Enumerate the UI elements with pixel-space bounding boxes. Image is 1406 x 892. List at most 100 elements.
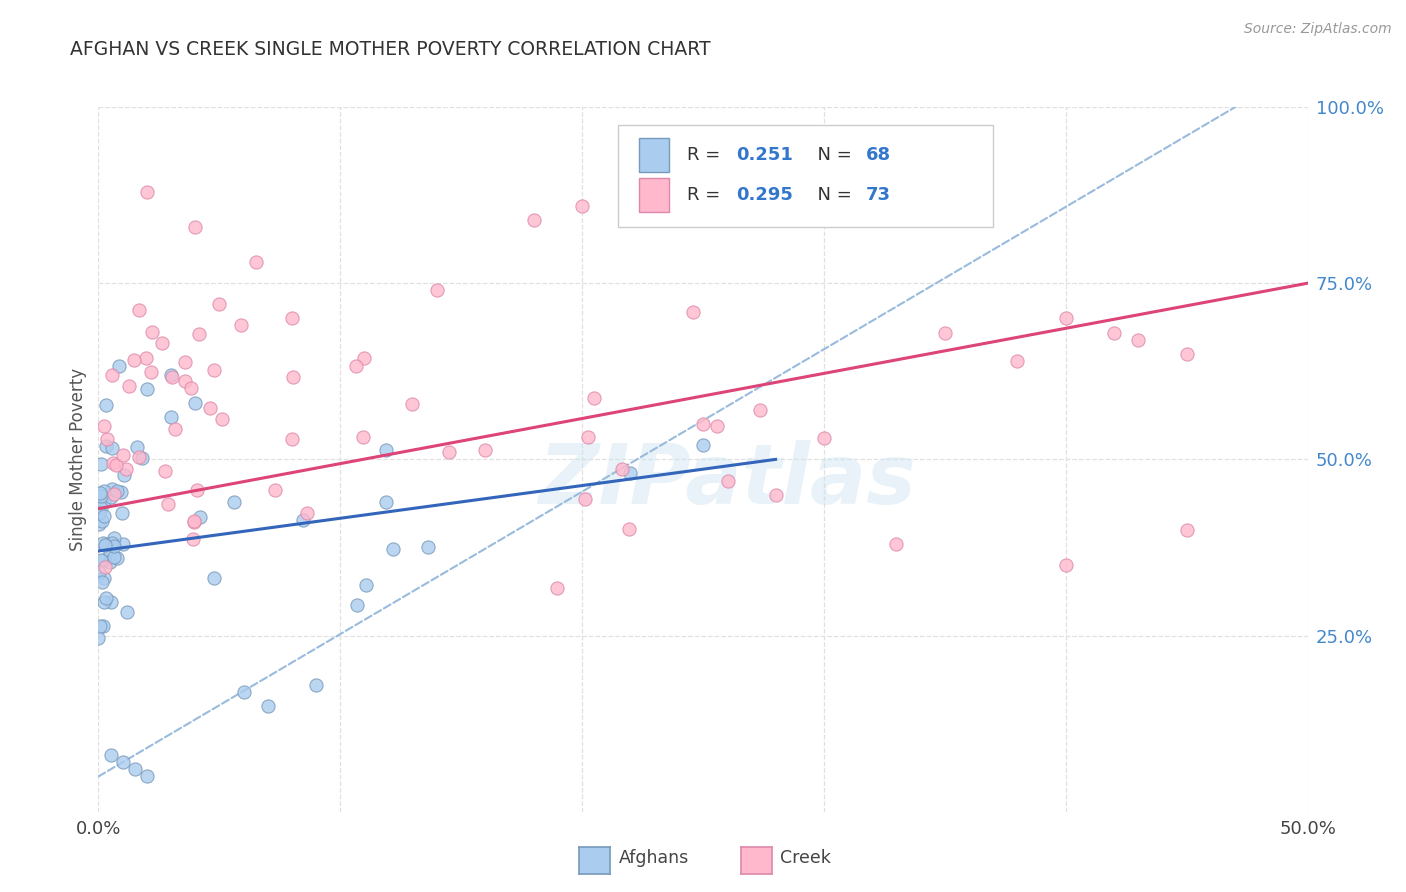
Point bbox=[437, 444, 460, 458]
Point bbox=[1175, 523, 1198, 537]
Point bbox=[93, 595, 115, 609]
Point bbox=[1007, 353, 1029, 368]
Point bbox=[96, 432, 118, 446]
Point bbox=[717, 474, 740, 488]
Point bbox=[281, 370, 304, 384]
Point bbox=[208, 297, 231, 311]
Point bbox=[89, 489, 111, 503]
Point bbox=[135, 382, 157, 396]
Point bbox=[103, 456, 125, 470]
Point bbox=[682, 305, 704, 319]
Point bbox=[162, 370, 184, 384]
Point bbox=[692, 417, 714, 431]
Point bbox=[619, 467, 641, 481]
Point bbox=[934, 326, 956, 340]
Point bbox=[100, 748, 122, 763]
Point bbox=[87, 507, 110, 521]
Point bbox=[141, 365, 163, 379]
Point bbox=[111, 756, 134, 770]
Point bbox=[354, 578, 377, 592]
Point bbox=[184, 219, 207, 234]
Point bbox=[1054, 558, 1077, 573]
Point bbox=[101, 482, 124, 496]
Point bbox=[546, 581, 568, 595]
Point bbox=[224, 495, 246, 509]
Point bbox=[571, 199, 593, 213]
Point bbox=[749, 402, 772, 417]
Point bbox=[89, 517, 111, 532]
Y-axis label: Single Mother Poverty: Single Mother Poverty bbox=[69, 368, 87, 551]
Point bbox=[765, 487, 787, 501]
Point bbox=[118, 379, 141, 393]
Point bbox=[346, 599, 368, 613]
Point bbox=[93, 571, 115, 585]
Text: ZIPatlas: ZIPatlas bbox=[538, 440, 917, 521]
Point bbox=[93, 483, 115, 498]
Point bbox=[94, 538, 117, 552]
Point bbox=[180, 381, 202, 395]
Point bbox=[183, 514, 205, 528]
Point bbox=[813, 431, 835, 445]
Text: 0.251: 0.251 bbox=[735, 146, 793, 164]
Point bbox=[125, 441, 148, 455]
Point bbox=[1054, 311, 1077, 326]
Point bbox=[264, 483, 287, 497]
Point bbox=[353, 351, 375, 365]
Text: Afghans: Afghans bbox=[619, 849, 689, 867]
Point bbox=[101, 368, 124, 383]
Point bbox=[160, 368, 183, 382]
Point bbox=[98, 546, 121, 560]
Bar bbox=[638, 138, 669, 172]
Point bbox=[202, 362, 225, 376]
Point bbox=[87, 631, 110, 645]
Point bbox=[91, 574, 114, 589]
Point bbox=[105, 550, 128, 565]
Point bbox=[474, 442, 496, 457]
Point bbox=[135, 769, 157, 784]
Point bbox=[141, 326, 163, 340]
Point bbox=[583, 391, 606, 405]
Point bbox=[93, 560, 115, 574]
Point bbox=[706, 419, 728, 434]
Point bbox=[90, 552, 112, 566]
Point bbox=[374, 495, 396, 509]
Point bbox=[150, 335, 173, 350]
Point bbox=[619, 522, 641, 536]
Point bbox=[103, 487, 125, 501]
Point bbox=[93, 509, 115, 524]
Point bbox=[111, 506, 134, 520]
Point bbox=[305, 678, 328, 692]
Point bbox=[574, 491, 596, 506]
Point bbox=[181, 532, 204, 546]
Point bbox=[1102, 326, 1125, 340]
Bar bbox=[638, 178, 669, 212]
Point bbox=[114, 462, 136, 476]
Point bbox=[1128, 333, 1150, 347]
Point bbox=[292, 513, 315, 527]
Point bbox=[381, 542, 404, 557]
Point bbox=[91, 536, 114, 550]
Point bbox=[135, 351, 157, 365]
Point bbox=[173, 375, 195, 389]
Text: 68: 68 bbox=[866, 146, 891, 164]
Point bbox=[90, 501, 112, 516]
Point bbox=[94, 439, 117, 453]
Text: 0.295: 0.295 bbox=[735, 186, 793, 204]
Text: Source: ZipAtlas.com: Source: ZipAtlas.com bbox=[1244, 22, 1392, 37]
Point bbox=[281, 311, 304, 326]
Point bbox=[100, 490, 122, 504]
Point bbox=[93, 419, 115, 434]
Point bbox=[183, 516, 205, 530]
Point bbox=[96, 398, 118, 412]
Point bbox=[281, 432, 304, 446]
Point bbox=[111, 448, 134, 462]
Point bbox=[245, 255, 267, 269]
Point bbox=[1175, 346, 1198, 360]
Point bbox=[110, 485, 132, 500]
Point bbox=[188, 326, 211, 341]
Point bbox=[117, 605, 139, 619]
Point bbox=[374, 442, 396, 457]
Point bbox=[229, 318, 252, 333]
Point bbox=[94, 591, 117, 605]
Point bbox=[103, 539, 125, 553]
